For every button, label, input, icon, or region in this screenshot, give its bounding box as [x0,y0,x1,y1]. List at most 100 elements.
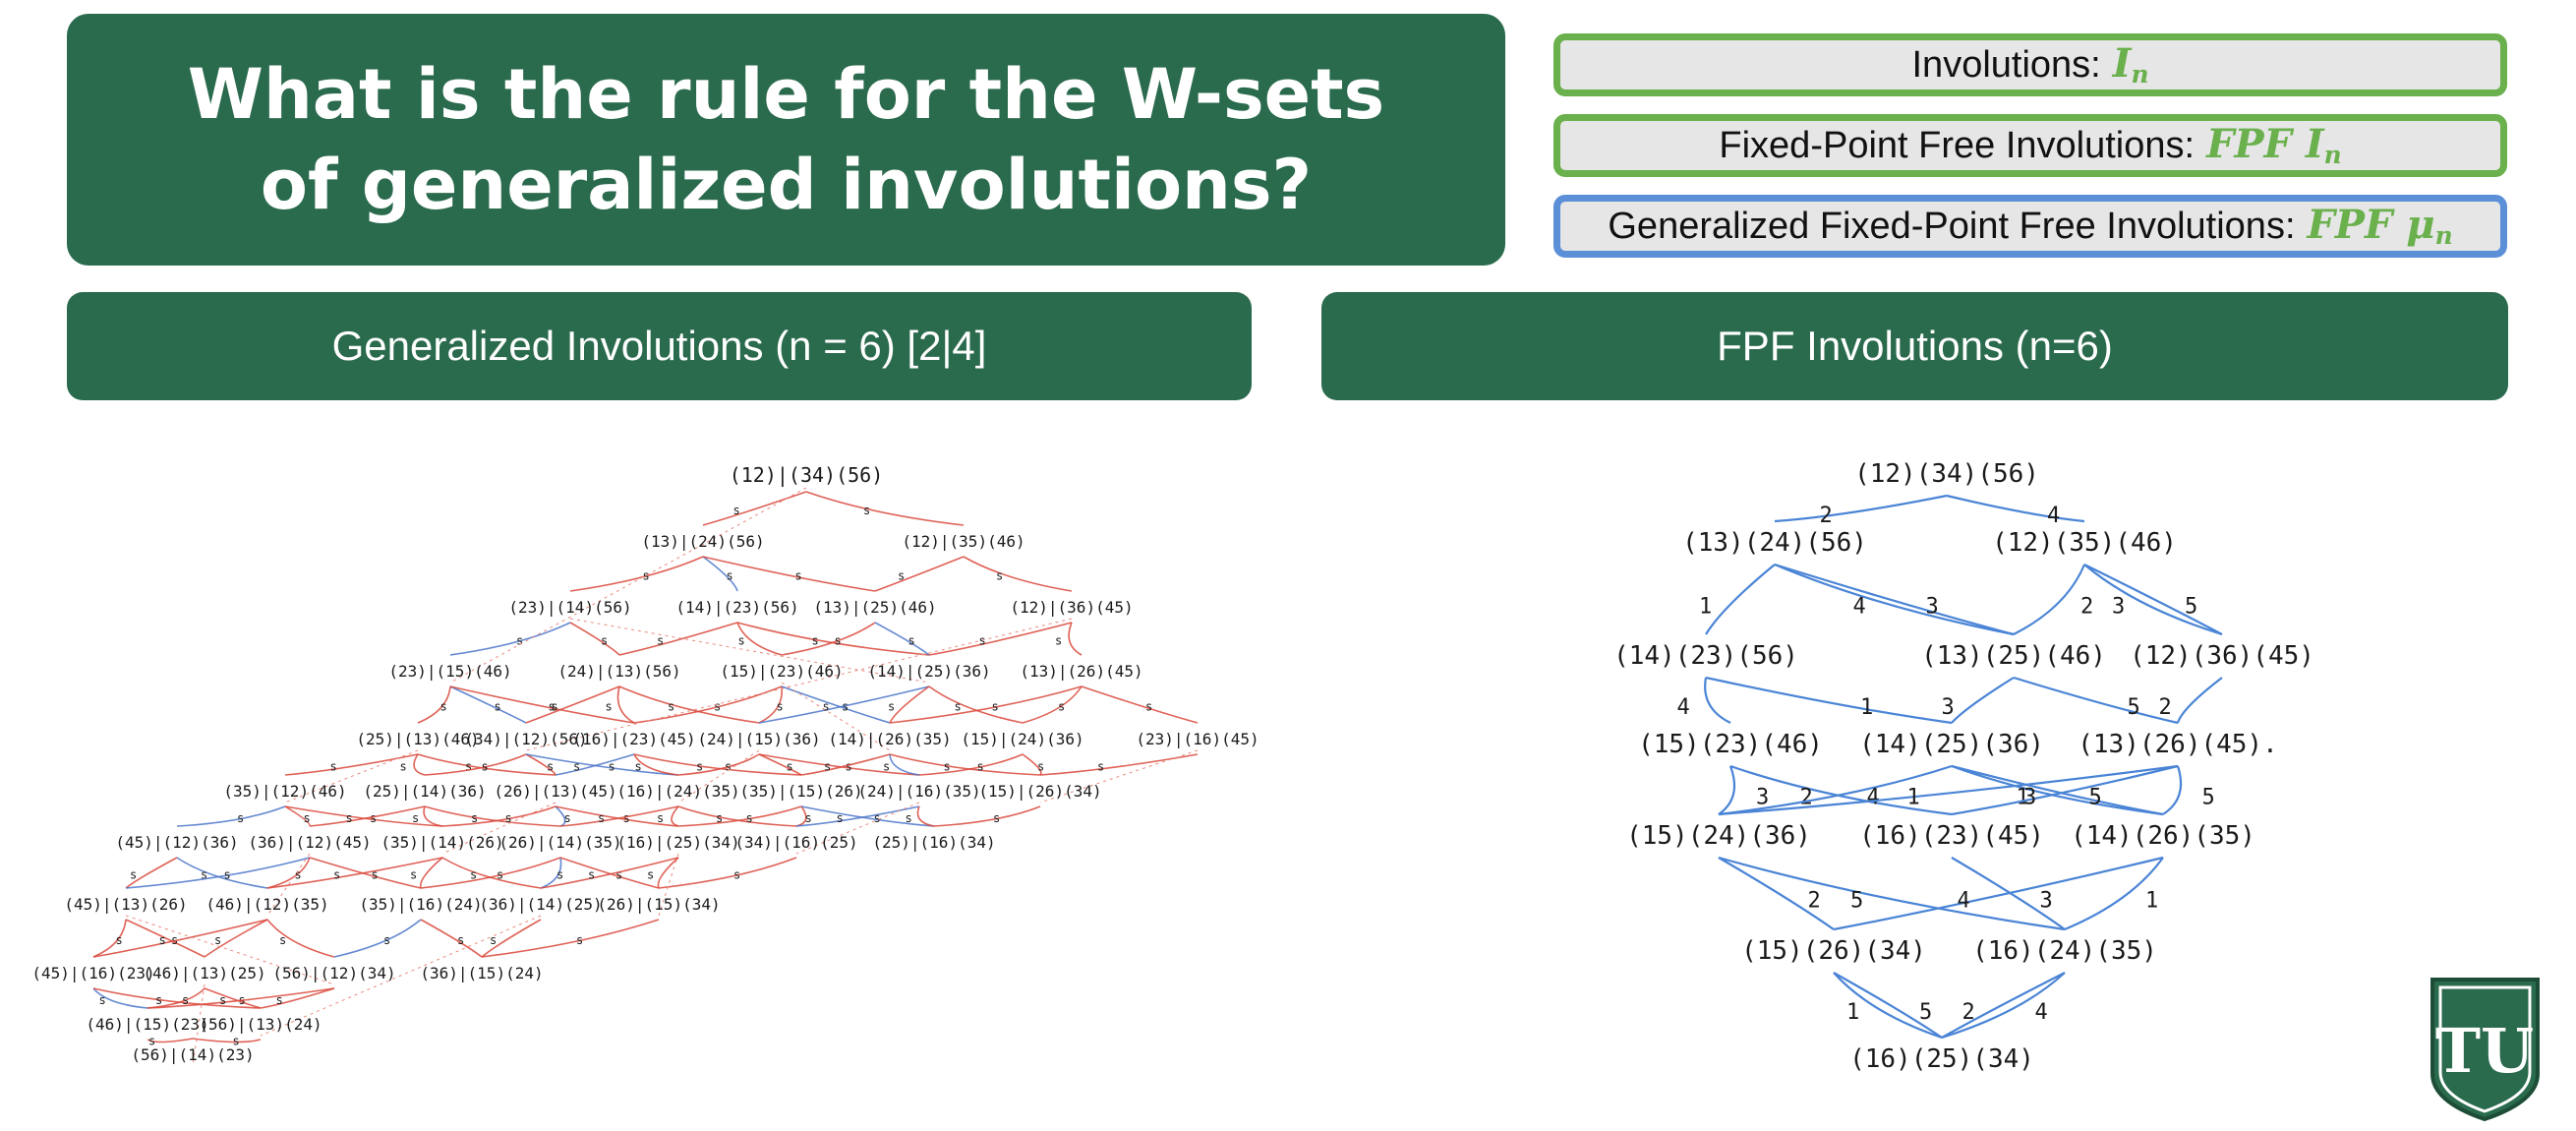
right-edge-label: 4 [1867,786,1880,810]
left-edge-label: s [992,700,999,714]
right-edge [1729,764,1953,816]
left-edge [800,753,891,776]
left-dotted-edge [284,749,419,804]
right-edge [1705,564,1776,635]
left-edge [333,919,422,958]
left-edge-label: s [564,811,571,825]
right-edge [1833,972,1943,1040]
left-node-label: (26)|(14)(35) [498,833,621,852]
left-edge [125,857,178,889]
right-edge [1705,676,1953,725]
right-edge-label: 4 [2035,1000,2048,1025]
left-edge-label: s [552,700,558,714]
left-edge [146,1038,194,1043]
left-edge-label: s [606,700,613,714]
left-edge-label: s [906,811,912,825]
left-edge [176,805,286,827]
left-edge [963,556,1073,592]
left-edge [702,556,738,592]
left-edge [795,805,920,827]
left-edge-label: s [777,700,784,714]
legend-symbol: FPF In [2206,121,2342,170]
left-edge [758,753,802,776]
left-header-text: Generalized Involutions (n = 6) [2|4] [331,323,987,369]
left-edge-label: s [159,933,166,947]
left-edge [92,919,127,958]
legend-fpf-involutions: Fixed-Point Free Involutions: FPF In [1553,114,2507,177]
left-edge-label: s [727,569,733,583]
left-edge-label: s [330,760,337,774]
right-edge-label: 4 [1677,695,1690,720]
left-edge-label: s [805,811,812,825]
right-edge-label: 2 [1962,1000,1975,1025]
right-node-label: (15)(23)(46) [1638,730,1823,759]
right-node-label: (16)(25)(34) [1849,1044,2034,1074]
left-edge [125,857,311,889]
left-edge-label: s [1097,760,1104,774]
left-node-label: (24)|(15)(36) [697,730,820,748]
right-node-label: (14)(26)(35) [2071,821,2255,851]
left-edge-label: s [224,868,231,882]
left-edge [176,857,268,889]
left-edge-label: s [276,993,283,1007]
legend-generalized-fpf: Generalized Fixed-Point Free Involutions… [1553,195,2507,258]
left-edge-label: s [1058,700,1065,714]
left-node-label: (34)|(16)(25) [734,833,857,852]
right-node-label: (12)(36)(45) [2130,641,2314,671]
slide-title: What is the rule for the W-sets of gener… [187,54,1385,225]
left-edge [266,857,311,889]
left-edge-label: s [996,569,1003,583]
left-edge [702,491,807,526]
left-edge [309,857,422,889]
left-edge-label: s [400,760,407,774]
left-node-label: (24)|(16)(35) [857,782,980,801]
right-edge-label: 3 [2112,595,2125,620]
left-node-label: (12)|(34)(56) [730,463,884,487]
left-edge [569,556,704,592]
left-edge-label: s [233,1035,240,1048]
left-edge-label: s [716,811,723,825]
left-edge-label: s [696,760,703,774]
left-node-label: (46)|(12)(35) [205,895,328,914]
left-edge-label: s [823,700,830,714]
left-edge-label: s [412,811,419,825]
left-node-label: (25)|(16)(34) [872,833,995,852]
left-edge [616,685,635,724]
right-diagram-nodes: (12)(34)(56) (13)(24)(56) (12)(35)(46) (14)… [1613,459,2314,1074]
right-node-label: (13)(24)(56) [1682,528,1867,558]
left-edge-label: s [643,569,650,583]
left-edge-label: s [148,1035,155,1048]
left-dotted-edge [441,802,556,855]
left-node-label: (16)|(23)(45) [572,730,695,748]
left-edge-label: s [333,868,340,882]
left-edge [874,622,930,656]
left-edge [1022,685,1083,724]
right-edge-label: 5 [1919,1000,1932,1025]
right-edge-label: 1 [1907,786,1920,810]
right-section-header: FPF Involutions (n=6) [1321,292,2508,400]
left-node-label: (34)|(12)(56) [464,730,587,748]
left-edge [781,685,891,724]
legend-label: Involutions: [1911,43,2101,86]
left-node-label: (13)|(24)(56) [641,532,764,551]
left-edge [449,685,635,724]
left-dotted-edge [795,802,920,855]
left-edge-label: s [846,760,852,774]
left-edge [309,805,426,827]
left-edge [618,685,760,724]
right-edge [1951,857,2066,930]
right-edge [1946,494,2085,523]
left-edge [677,805,797,827]
left-edge-label: s [410,868,417,882]
left-edge [889,685,1083,724]
left-edge [420,919,483,958]
left-edge-label: s [237,811,244,825]
right-node-label: (12)(34)(56) [1854,459,2039,489]
left-edge [424,805,561,827]
left-edge [260,987,335,1009]
left-node-label: (23)|(15)(46) [388,662,511,681]
left-edge-label: s [647,868,654,882]
left-edge-label: s [383,933,390,947]
left-node-label: (36)|(12)(45) [248,833,371,852]
